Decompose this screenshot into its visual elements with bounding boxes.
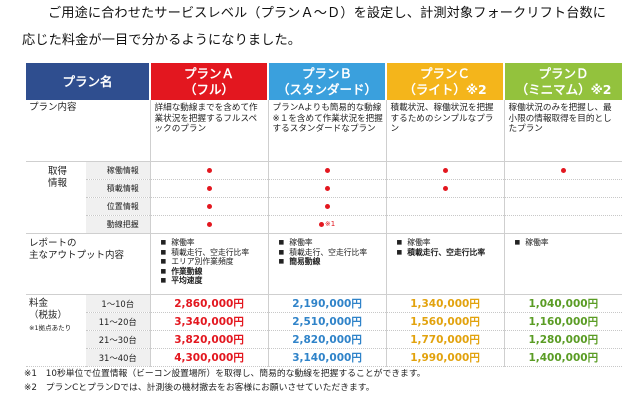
acq-mark [149, 161, 269, 180]
acquisition-row: 位置情報 [26, 197, 623, 216]
price-plan-d: 1,160,000円 [503, 312, 623, 331]
price-plan-a: 2,860,000円 [149, 294, 269, 313]
price-row: 21〜30台 3,820,000円 2,820,000円 1,770,000円 … [26, 330, 623, 349]
acq-mark [385, 197, 505, 216]
price-plan-d: 1,040,000円 [503, 294, 623, 313]
outputs-plan-b: 稼働率 積載走行、空走行比率 簡易動線 [267, 233, 387, 295]
price-plan-b: 2,510,000円 [267, 312, 387, 331]
acq-name: 位置情報 [86, 197, 151, 216]
price-range: 1〜10台 [86, 294, 151, 313]
acq-mark: ※1 [267, 215, 387, 234]
price-range: 11〜20台 [86, 312, 151, 331]
content-plan-c: 積載状況、稼働状況を把握するためのシンプルなプラン [385, 100, 505, 162]
footnote-1: ※1 10秒単位で位置情報（ビーコン設置場所）を取得し、簡易的な動線を把握するこ… [24, 369, 426, 379]
header-plan-b: プランＢ （スタンダード） [267, 63, 387, 100]
content-row: プラン内容 詳細な動線までを含めて作業状況を把握するフルスペックのプラン プラン… [26, 100, 623, 162]
plan-comparison-table: プラン名 プランＡ （フル） プランＢ （スタンダード） プランＣ （ライト）※2 プ… [26, 63, 623, 367]
header-plan-name: プラン名 [26, 63, 151, 100]
price-plan-c: 1,560,000円 [385, 312, 505, 331]
price-range: 31〜40台 [86, 348, 151, 367]
outputs-plan-a: 稼働率 積載走行、空走行比率 エリア別作業頻度 作業動線 平均速度 [149, 233, 269, 295]
acq-mark [267, 179, 387, 198]
content-plan-d: 稼働状況のみを把握し、最小限の情報取得を目的としたプラン [503, 100, 623, 162]
price-plan-b: 3,140,000円 [267, 348, 387, 367]
price-plan-b: 2,190,000円 [267, 294, 387, 313]
acq-mark [149, 215, 269, 234]
acquisition-row: 動線把握 ※1 [26, 215, 623, 234]
price-plan-c: 1,340,000円 [385, 294, 505, 313]
price-plan-c: 1,770,000円 [385, 330, 505, 349]
intro-line-1: ご用途に合わせたサービスレベル（プランＡ～Ｄ）を設定し、計測対象フォークリフト台… [48, 6, 607, 21]
header-plan-c: プランＣ （ライト）※2 [385, 63, 505, 100]
outputs-plan-d: 稼働率 [503, 233, 623, 295]
price-plan-a: 4,300,000円 [149, 348, 269, 367]
intro-line-2: 応じた料金が一目で分かるようになりました。 [22, 33, 302, 48]
price-plan-c: 1,990,000円 [385, 348, 505, 367]
acq-mark [385, 215, 505, 234]
acq-mark [267, 197, 387, 216]
footnote-2: ※2 プランCとプランDでは、計測後の機材撤去をお客様にお願いさせていただきます… [24, 383, 375, 393]
acq-name: 動線把握 [86, 215, 151, 234]
price-range: 21〜30台 [86, 330, 151, 349]
acquisition-row: 取得 情報 稼働情報 [26, 161, 623, 189]
acq-mark [267, 161, 387, 180]
price-plan-b: 2,820,000円 [267, 330, 387, 349]
acq-mark [503, 161, 623, 180]
price-plan-d: 1,280,000円 [503, 330, 623, 349]
content-label: プラン内容 [26, 100, 151, 162]
price-plan-a: 3,820,000円 [149, 330, 269, 349]
header-row: プラン名 プランＡ （フル） プランＢ （スタンダード） プランＣ （ライト）※2 プ… [26, 63, 623, 100]
acq-mark [503, 215, 623, 234]
footnotes: ※1 10秒単位で位置情報（ビーコン設置場所）を取得し、簡易的な動線を把握するこ… [24, 367, 629, 395]
pricing-label: 料金 （税抜） ※1拠点あたり [26, 294, 86, 367]
acq-mark [149, 179, 269, 198]
content-plan-a: 詳細な動線までを含めて作業状況を把握するフルスペックのプラン [149, 100, 269, 162]
acq-mark [149, 197, 269, 216]
header-plan-a: プランＡ （フル） [149, 63, 269, 100]
acq-mark [503, 197, 623, 216]
content-plan-b: プランAよりも簡易的な動線※１を含めて作業状況を把握するスタンダードなプラン [267, 100, 387, 162]
header-plan-d: プランＤ （ミニマム）※2 [503, 63, 623, 100]
acquisition-label: 取得 情報 [47, 166, 67, 189]
intro-text: ご用途に合わせたサービスレベル（プランＡ～Ｄ）を設定し、計測対象フォークリフト台… [22, 0, 627, 54]
price-row: 31〜40台 4,300,000円 3,140,000円 1,990,000円 … [26, 348, 623, 367]
acq-mark [385, 161, 505, 180]
price-plan-a: 3,340,000円 [149, 312, 269, 331]
acquisition-row: 積載情報 [26, 179, 623, 198]
acq-mark [503, 179, 623, 198]
price-row: 料金 （税抜） ※1拠点あたり 1〜10台 2,860,000円 2,190,00… [26, 294, 623, 367]
outputs-label: レポートの 主なアウトプット内容 [26, 233, 151, 295]
acq-name: 稼働情報 [86, 161, 151, 180]
acq-mark [385, 179, 505, 198]
outputs-plan-c: 稼働率 積載走行、空走行比率 [385, 233, 505, 295]
price-row: 11〜20台 3,340,000円 2,510,000円 1,560,000円 … [26, 312, 623, 331]
acq-name: 積載情報 [86, 179, 151, 198]
price-plan-d: 1,400,000円 [503, 348, 623, 367]
